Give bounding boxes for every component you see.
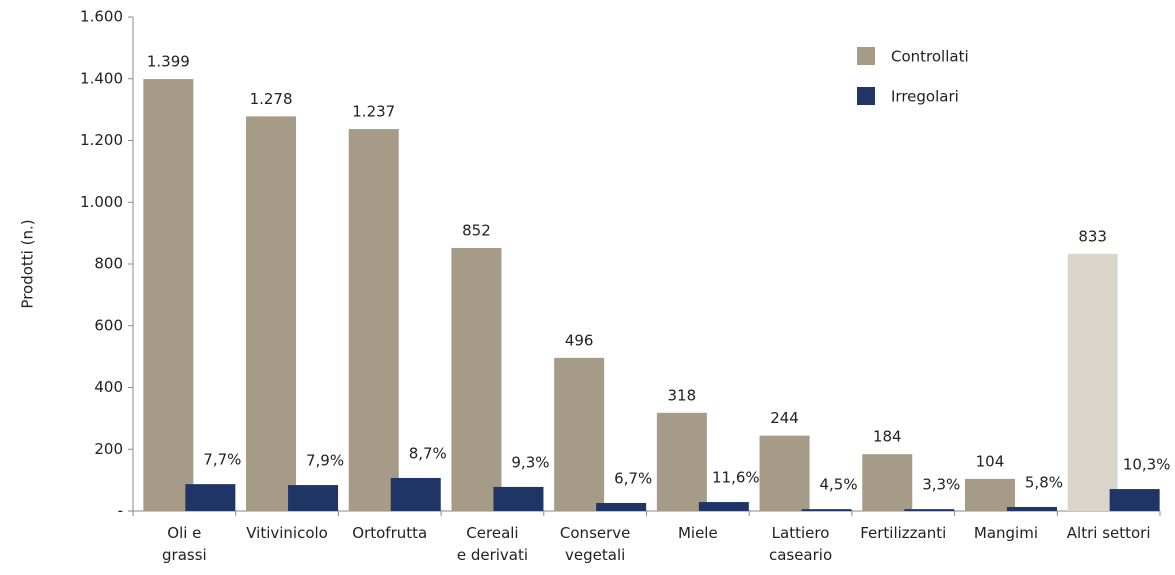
x-tick-label: Cereali e derivati xyxy=(457,524,528,564)
share-label: 4,5% xyxy=(819,476,857,494)
value-label: 1.278 xyxy=(250,90,293,108)
bar xyxy=(904,509,955,511)
legend-label: Controllati xyxy=(891,48,969,66)
bar xyxy=(288,485,339,511)
x-tick-label: Conserve vegetali xyxy=(560,524,630,564)
bar xyxy=(801,509,852,511)
y-tick-label: 1.200 xyxy=(80,131,123,149)
x-tick-line: vegetali xyxy=(565,546,625,564)
x-tick-label: Oli e grassi xyxy=(162,524,207,564)
y-tick-label: 400 xyxy=(94,378,123,396)
bar xyxy=(964,478,1015,511)
x-tick-line: Lattiero xyxy=(772,524,830,542)
share-label: 10,3% xyxy=(1123,456,1171,474)
x-tick-line: e derivati xyxy=(457,546,528,564)
share-label: 6,7% xyxy=(614,469,652,487)
bar xyxy=(348,129,399,512)
x-tick-line: Oli e xyxy=(167,524,201,542)
x-tick-line: Altri settori xyxy=(1067,524,1151,542)
x-tick-line: Ortofrutta xyxy=(352,524,427,542)
bar xyxy=(451,247,502,511)
value-label: 104 xyxy=(976,452,1005,470)
share-label: 7,7% xyxy=(203,451,241,469)
share-label: 11,6% xyxy=(712,469,760,487)
bar xyxy=(246,116,297,511)
share-label: 8,7% xyxy=(409,444,447,462)
x-tick-line: caseario xyxy=(769,546,832,564)
x-tick-label: Vitivinicolo xyxy=(246,524,328,542)
x-tick-line: Vitivinicolo xyxy=(246,524,328,542)
y-tick-label: - xyxy=(118,502,123,520)
x-tick-label: Fertilizzanti xyxy=(860,524,946,542)
x-tick-label: Miele xyxy=(678,524,718,542)
bar xyxy=(143,79,194,511)
x-tick-line: Mangimi xyxy=(974,524,1038,542)
value-label: 496 xyxy=(565,331,594,349)
share-label: 5,8% xyxy=(1025,473,1063,491)
x-tick-label: Lattiero caseario xyxy=(769,524,832,564)
y-tick-label: 1.000 xyxy=(80,193,123,211)
bar xyxy=(759,435,810,511)
x-tick-label: Ortofrutta xyxy=(352,524,427,542)
bar xyxy=(1006,506,1057,511)
x-tick-line: Conserve xyxy=(560,524,630,542)
legend-swatch xyxy=(857,47,875,65)
share-label: 7,9% xyxy=(306,452,344,470)
bar xyxy=(493,486,544,511)
y-tick-label: 1.600 xyxy=(80,8,123,26)
x-tick-label: Mangimi xyxy=(974,524,1038,542)
y-tick-label: 600 xyxy=(94,316,123,334)
value-label: 1.399 xyxy=(147,53,190,71)
share-label: 3,3% xyxy=(922,476,960,494)
y-tick-label: 800 xyxy=(94,255,123,273)
legend-label: Irregolari xyxy=(891,88,959,106)
y-axis-label: Prodotti (n.) xyxy=(19,219,37,308)
bar xyxy=(698,502,749,511)
bar xyxy=(390,477,441,511)
value-label: 244 xyxy=(770,409,799,427)
value-label: 833 xyxy=(1078,227,1107,245)
x-tick-line: grassi xyxy=(162,546,207,564)
value-label: 318 xyxy=(668,386,697,404)
value-label: 852 xyxy=(462,221,491,239)
value-label: 1.237 xyxy=(352,103,395,121)
y-tick-label: 200 xyxy=(94,440,123,458)
bar xyxy=(656,412,707,511)
bar xyxy=(862,454,913,511)
bar xyxy=(185,484,236,511)
x-tick-line: Cereali xyxy=(466,524,518,542)
bar xyxy=(554,357,605,511)
x-tick-label: Altri settori xyxy=(1067,524,1151,542)
legend-swatch xyxy=(857,87,875,105)
value-label: 184 xyxy=(873,428,902,446)
bar xyxy=(1109,489,1160,511)
bar xyxy=(1067,253,1118,511)
x-tick-line: Fertilizzanti xyxy=(860,524,946,542)
x-tick-line: Miele xyxy=(678,524,718,542)
share-label: 9,3% xyxy=(511,453,549,471)
bar xyxy=(596,502,647,511)
y-tick-label: 1.400 xyxy=(80,69,123,87)
